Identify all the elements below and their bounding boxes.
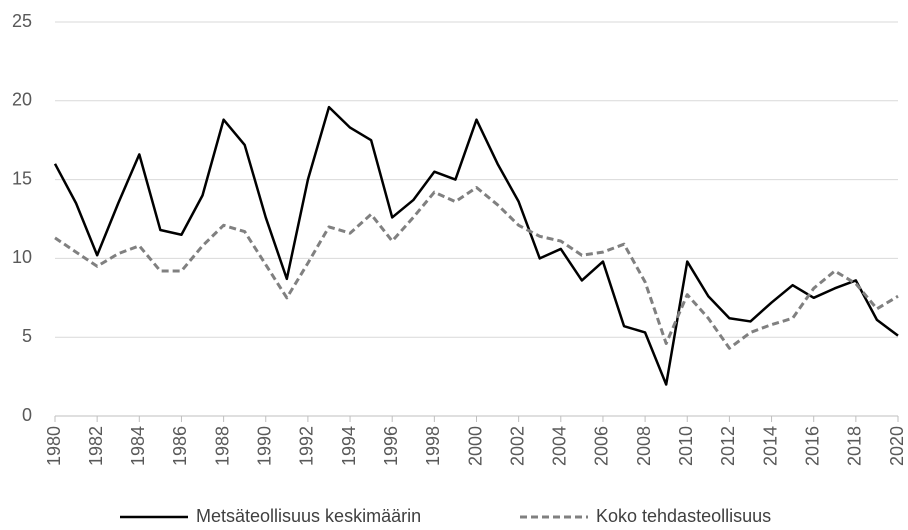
y-tick-label: 10 <box>12 247 32 267</box>
x-tick-label: 2004 <box>550 426 570 466</box>
x-tick-label: 1990 <box>255 426 275 466</box>
legend-label: Metsäteollisuus keskimäärin <box>196 506 421 526</box>
y-tick-label: 0 <box>22 405 32 425</box>
y-tick-label: 15 <box>12 168 32 188</box>
x-tick-label: 1998 <box>423 426 443 466</box>
x-tick-label: 1992 <box>297 426 317 466</box>
x-tick-label: 2012 <box>718 426 738 466</box>
x-tick-label: 1996 <box>381 426 401 466</box>
x-tick-label: 2002 <box>507 426 527 466</box>
x-tick-label: 2020 <box>887 426 907 466</box>
series-line <box>53 105 899 386</box>
legend: Metsäteollisuus keskimäärin Koko tehdaste… <box>120 506 771 526</box>
x-tick-label: 1988 <box>212 426 232 466</box>
x-tick-label: 2014 <box>760 426 780 466</box>
series-line <box>54 185 899 350</box>
x-tick-label: 1986 <box>170 426 190 466</box>
y-tick-label: 5 <box>22 326 32 346</box>
x-tick-label: 2010 <box>676 426 696 466</box>
x-tick-label: 1982 <box>86 426 106 466</box>
x-tick-label: 2006 <box>592 426 612 466</box>
y-tick-label: 20 <box>12 90 32 110</box>
y-tick-label: 25 <box>12 11 32 31</box>
x-tick-label: 1984 <box>128 426 148 466</box>
x-tick-label: 1980 <box>44 426 64 466</box>
x-tick-label: 2000 <box>465 426 485 466</box>
x-tick-label: 2016 <box>802 426 822 466</box>
legend-label: Koko tehdasteollisuus <box>596 506 771 526</box>
x-tick-label: 1994 <box>339 426 359 466</box>
x-tick-label: 2008 <box>634 426 654 466</box>
x-tick-label: 2018 <box>845 426 865 466</box>
